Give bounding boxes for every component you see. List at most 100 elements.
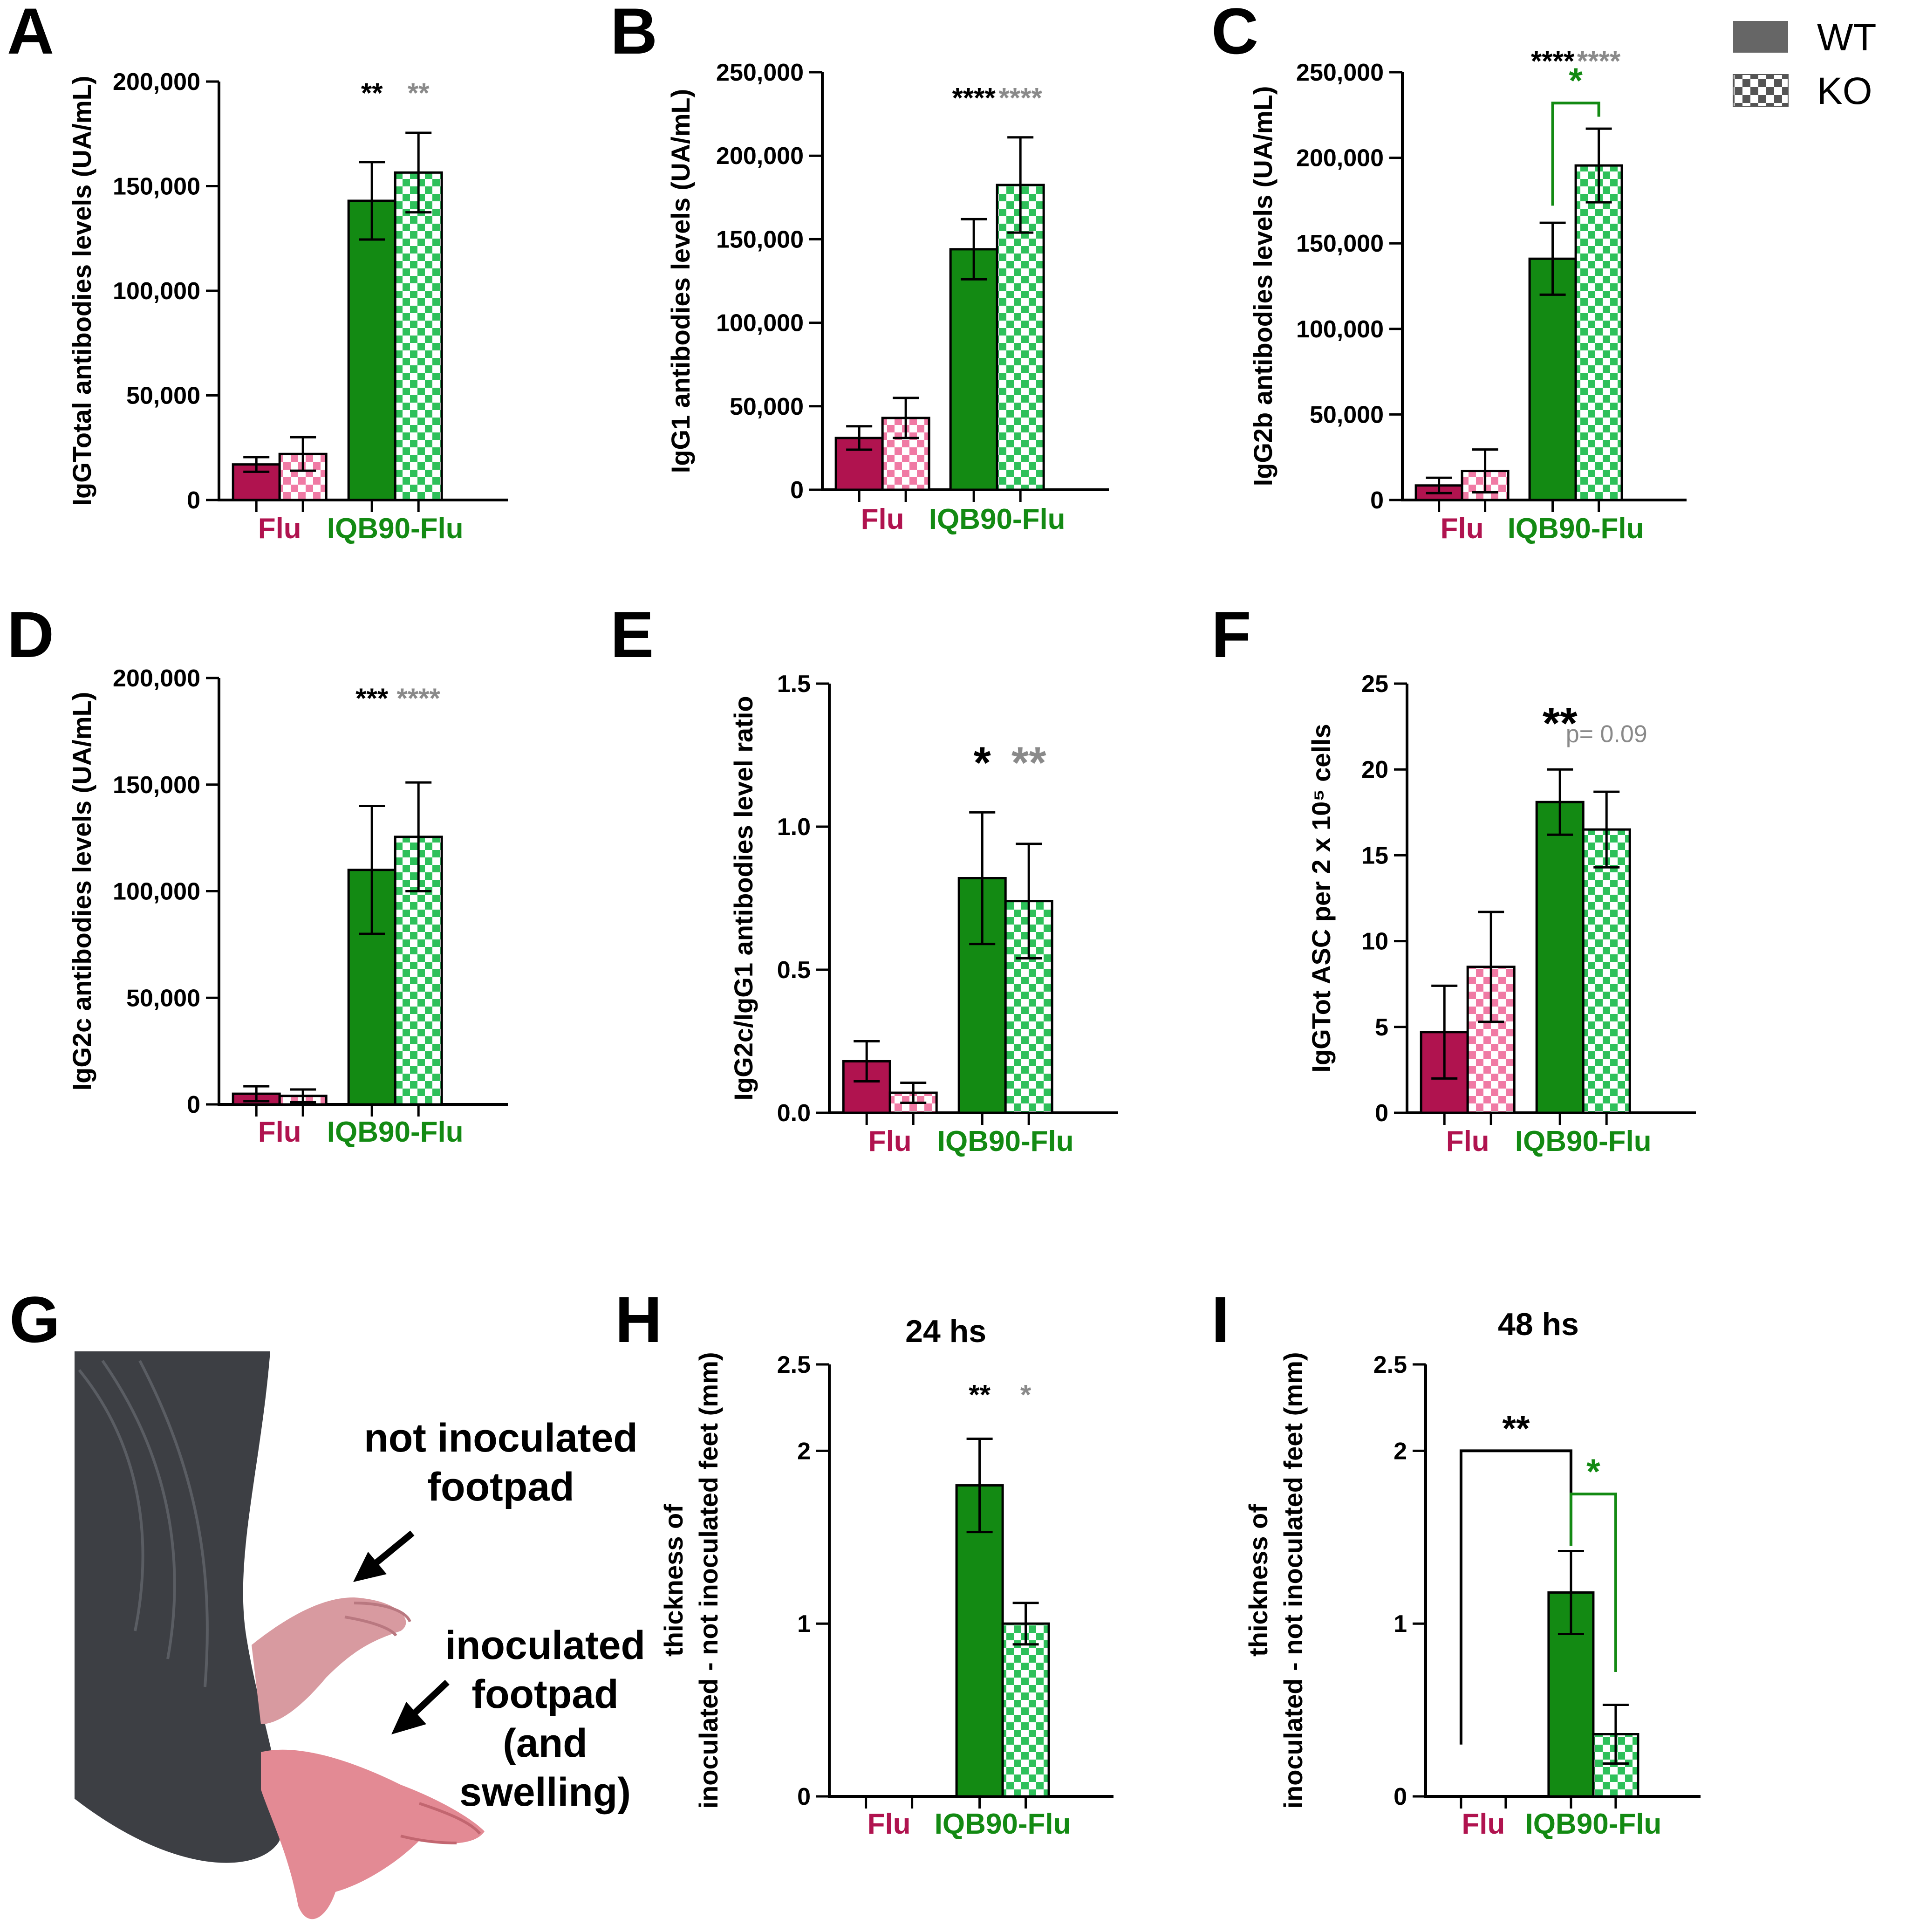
y-tick-label: 100,000 <box>1296 316 1384 343</box>
bar-wt <box>347 199 396 501</box>
bar-ko <box>996 184 1045 491</box>
significance-marker: *** <box>355 683 389 714</box>
panel-G: G not inoculated footpad inoculated foot… <box>9 1283 657 1919</box>
significance-marker: ** <box>1502 1409 1530 1448</box>
y-tick-label: 25 <box>1361 671 1388 698</box>
y-tick-label: 5 <box>1375 1014 1388 1041</box>
error-bar <box>900 1082 927 1104</box>
panel-letter-F: F <box>1211 598 1251 671</box>
y-tick-label: 1.0 <box>777 814 811 841</box>
y-axis-label: IgG2b antibodies levels (UA/mL) <box>1248 86 1277 486</box>
significance-marker: * <box>974 738 991 788</box>
y-tick-label: 200,000 <box>113 69 200 96</box>
significance-marker: * <box>1020 1379 1032 1410</box>
y-tick-label: 0.5 <box>777 957 811 984</box>
panel-letter-E: E <box>610 598 654 671</box>
significance-marker: ** <box>1543 699 1578 748</box>
significance-marker: ** <box>1011 738 1046 788</box>
significance-marker: * <box>1569 61 1583 101</box>
panel-D: D 0 50,000 100,000 150,000 200,000 IgG2c antib… <box>7 598 508 1148</box>
error-bar <box>1478 911 1504 1023</box>
significance-marker: **** <box>998 82 1042 113</box>
y-axis-label: IgG1 antibodies levels (UA/mL) <box>666 89 695 473</box>
panel-letter-I: I <box>1211 1283 1230 1356</box>
category-label: IQB90-Flu <box>1525 1808 1661 1840</box>
mouse-body <box>75 1351 280 1863</box>
panel-letter-G: G <box>9 1283 60 1356</box>
panel-A: A 0 50,000 100,000 150,000 200,000 IgGTotal an… <box>7 0 508 545</box>
error-bar <box>1547 768 1573 836</box>
significance-marker: ** <box>408 77 430 109</box>
error-bar <box>1593 790 1620 869</box>
y-tick-label: 0 <box>1375 1100 1388 1127</box>
y-tick-label: 50,000 <box>730 393 804 420</box>
y-tick-label: 100,000 <box>716 310 804 337</box>
y-tick-label: 200,000 <box>716 143 804 170</box>
error-bar <box>1472 448 1498 493</box>
y-tick-label: 250,000 <box>716 59 804 86</box>
error-bar <box>290 436 316 472</box>
panel-C: C 0 50,000 100,000 150,000 200,000 250,000 IgG2… <box>1211 0 1687 545</box>
error-bar <box>969 811 996 945</box>
y-tick-label: 150,000 <box>113 772 200 799</box>
error-bar <box>854 1040 880 1082</box>
y-axis-label: inoculated - not inoculated feet (mm) <box>1278 1352 1308 1809</box>
significance-marker: **** <box>396 683 440 714</box>
bar-ko <box>1582 828 1631 1114</box>
chart-title: 48 hs <box>1498 1307 1579 1342</box>
photo-label-bottom-1: inoculated <box>445 1623 645 1668</box>
y-tick-label: 150,000 <box>716 226 804 253</box>
error-bar <box>243 1085 270 1103</box>
panel-F: F 0 5 10 15 20 25 IgGTot ASC per 2 x 10⁵ cells F… <box>1211 598 1696 1158</box>
error-bar <box>359 161 385 241</box>
error-bar <box>1539 221 1566 296</box>
category-label: IQB90-Flu <box>929 503 1066 535</box>
y-tick-label: 200,000 <box>1296 145 1384 172</box>
panel-I: I 48 hs 0 1 2 2.5 thickness of inoculated - not… <box>1211 1283 1701 1840</box>
significance-marker: **** <box>1531 45 1575 76</box>
category-label: IQB90-Flu <box>937 1125 1074 1158</box>
y-axis-label: thickness of <box>659 1504 688 1657</box>
y-tick-label: 200,000 <box>113 665 200 692</box>
bar-ko <box>1001 1622 1050 1798</box>
panel-B: B 0 50,000 100,000 150,000 200,000 250,000 IgG1… <box>610 0 1109 535</box>
y-tick-label: 150,000 <box>1296 230 1384 257</box>
error-bar <box>1012 1602 1039 1646</box>
y-tick-label: 0 <box>187 487 200 514</box>
y-tick-label: 100,000 <box>113 878 200 905</box>
error-bar <box>1007 136 1034 234</box>
y-tick-label: 100,000 <box>113 278 200 305</box>
mouse-hind-feet-photo <box>75 1351 657 1919</box>
y-axis-label: IgGTot ASC per 2 x 10⁵ cells <box>1306 724 1336 1072</box>
y-tick-label: 50,000 <box>126 383 200 410</box>
bar-wt <box>1528 257 1577 501</box>
significance-bracket <box>1551 102 1600 206</box>
category-label: IQB90-Flu <box>1508 513 1644 545</box>
significance-bracket <box>1569 1493 1617 1672</box>
error-bar <box>1016 843 1042 959</box>
error-bar <box>405 131 432 214</box>
photo-label-bottom-4: swelling) <box>459 1770 631 1815</box>
photo-label-top-1: not inoculated <box>364 1416 638 1460</box>
y-tick-label: 15 <box>1361 842 1388 869</box>
y-tick-label: 50,000 <box>126 985 200 1012</box>
category-label: Flu <box>258 1116 301 1148</box>
significance-marker: **** <box>1577 45 1621 76</box>
y-tick-label: 1 <box>797 1610 811 1637</box>
y-tick-label: 1 <box>1394 1610 1407 1637</box>
photo-label-top-2: footpad <box>427 1465 574 1509</box>
y-tick-label: 0 <box>187 1091 200 1118</box>
error-bar <box>846 425 873 451</box>
bar-wt <box>949 248 998 491</box>
y-tick-label: 0 <box>790 477 804 504</box>
y-tick-label: 0.0 <box>777 1100 811 1127</box>
panel-letter-B: B <box>610 0 657 68</box>
y-axis-label: inoculated - not inoculated feet (mm) <box>694 1352 723 1809</box>
error-bar <box>1558 1549 1584 1635</box>
panel-letter-C: C <box>1211 0 1258 68</box>
chart-title: 24 hs <box>905 1314 986 1349</box>
y-axis-label: IgG2c/IgG1 antibodies level ratio <box>729 696 758 1100</box>
upper-foot <box>252 1597 406 1724</box>
y-axis-label: thickness of <box>1243 1504 1273 1657</box>
